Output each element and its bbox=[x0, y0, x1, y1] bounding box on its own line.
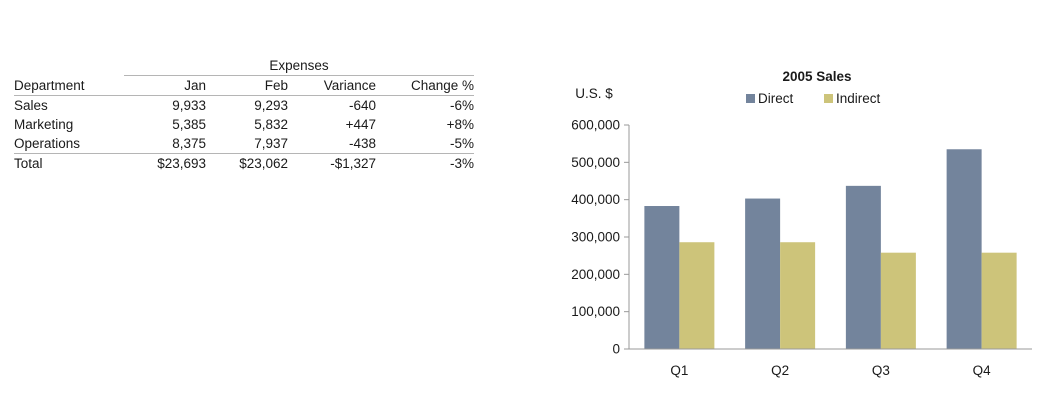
table-row: Marketing 5,385 5,832 +447 +8% bbox=[14, 115, 474, 134]
y-tick-label: 300,000 bbox=[571, 230, 620, 245]
table-cell: -438 bbox=[288, 134, 376, 154]
table-cell: Marketing bbox=[14, 117, 74, 132]
table-cell: +447 bbox=[345, 117, 376, 132]
y-axis-label: U.S. $ bbox=[575, 86, 613, 101]
table-cell: $23,693 bbox=[157, 156, 206, 171]
table-cell: -3% bbox=[449, 156, 474, 171]
x-axis: Q1 Q2 Q3 Q4 bbox=[629, 348, 1032, 378]
table-cell: -5% bbox=[376, 134, 474, 154]
table-cell: 8,375 bbox=[124, 134, 206, 154]
table-cell: 7,937 bbox=[206, 134, 288, 154]
table-cell: 5,832 bbox=[254, 117, 288, 132]
legend-swatch-direct bbox=[746, 94, 755, 103]
column-header: Variance bbox=[288, 75, 376, 96]
table-cell: -640 bbox=[348, 98, 376, 113]
bar-direct-q4 bbox=[946, 149, 982, 349]
table-cell: $23,062 bbox=[239, 156, 288, 171]
column-header: Change % bbox=[376, 75, 474, 96]
x-tick-label: Q4 bbox=[973, 363, 992, 378]
table-cell: -6% bbox=[449, 98, 474, 113]
bar-indirect-q3 bbox=[880, 252, 916, 349]
x-tick-label: Q1 bbox=[670, 363, 688, 378]
table-row: Sales 9,933 9,293 -640 -6% bbox=[14, 96, 474, 116]
x-tick-label: Q3 bbox=[872, 363, 890, 378]
y-axis: 0 100,000 200,000 300,000 400,000 500,000 600,… bbox=[571, 118, 630, 357]
table-row: Operations 8,375 7,937 -438 -5% bbox=[14, 134, 474, 154]
table-cell: -$1,327 bbox=[330, 156, 376, 171]
y-tick-label: 200,000 bbox=[571, 267, 620, 282]
table-cell: 9,293 bbox=[254, 98, 288, 113]
legend-swatch-indirect bbox=[824, 94, 833, 103]
table-cell: 5,385 bbox=[172, 117, 206, 132]
bar-direct-q3 bbox=[845, 185, 881, 349]
table-cell: 9,933 bbox=[172, 98, 206, 113]
table-cell: +8% bbox=[446, 117, 474, 132]
table-cell: Total bbox=[14, 156, 43, 171]
legend-label-indirect: Indirect bbox=[836, 91, 881, 106]
table-corner-blank bbox=[14, 56, 124, 76]
table-cell: Sales bbox=[14, 98, 48, 113]
bar-indirect-q4 bbox=[981, 252, 1017, 349]
expenses-table: Expenses Department Jan Feb Variance Cha… bbox=[14, 56, 474, 173]
table-header-row: Department Jan Feb Variance Change % bbox=[14, 75, 474, 96]
table-total-row: Total $23,693 $23,062 -$1,327 -3% bbox=[14, 154, 474, 174]
y-tick-label: 0 bbox=[612, 342, 620, 357]
y-tick-label: 500,000 bbox=[571, 155, 620, 170]
x-tick-label: Q2 bbox=[771, 363, 789, 378]
column-header: Feb bbox=[206, 75, 288, 96]
chart-title: 2005 Sales bbox=[782, 69, 851, 84]
bar-direct-q1 bbox=[644, 206, 680, 349]
y-tick-label: 600,000 bbox=[571, 118, 620, 133]
column-header: Jan bbox=[124, 75, 206, 96]
column-header: Department bbox=[14, 75, 124, 96]
table-cell: Operations bbox=[14, 134, 124, 154]
y-tick-label: 100,000 bbox=[571, 304, 620, 319]
bar-direct-q2 bbox=[745, 198, 781, 349]
y-tick-label: 400,000 bbox=[571, 192, 620, 207]
bar-indirect-q1 bbox=[679, 242, 715, 349]
sales-bar-chart: 2005 Sales U.S. $ Direct Indirect 0 100,00… bbox=[571, 69, 1032, 378]
legend-label-direct: Direct bbox=[758, 91, 794, 106]
table-group-header: Expenses bbox=[124, 56, 474, 76]
bar-indirect-q2 bbox=[780, 242, 816, 349]
bars-group bbox=[644, 149, 1017, 349]
chart-legend: Direct Indirect bbox=[746, 91, 881, 106]
